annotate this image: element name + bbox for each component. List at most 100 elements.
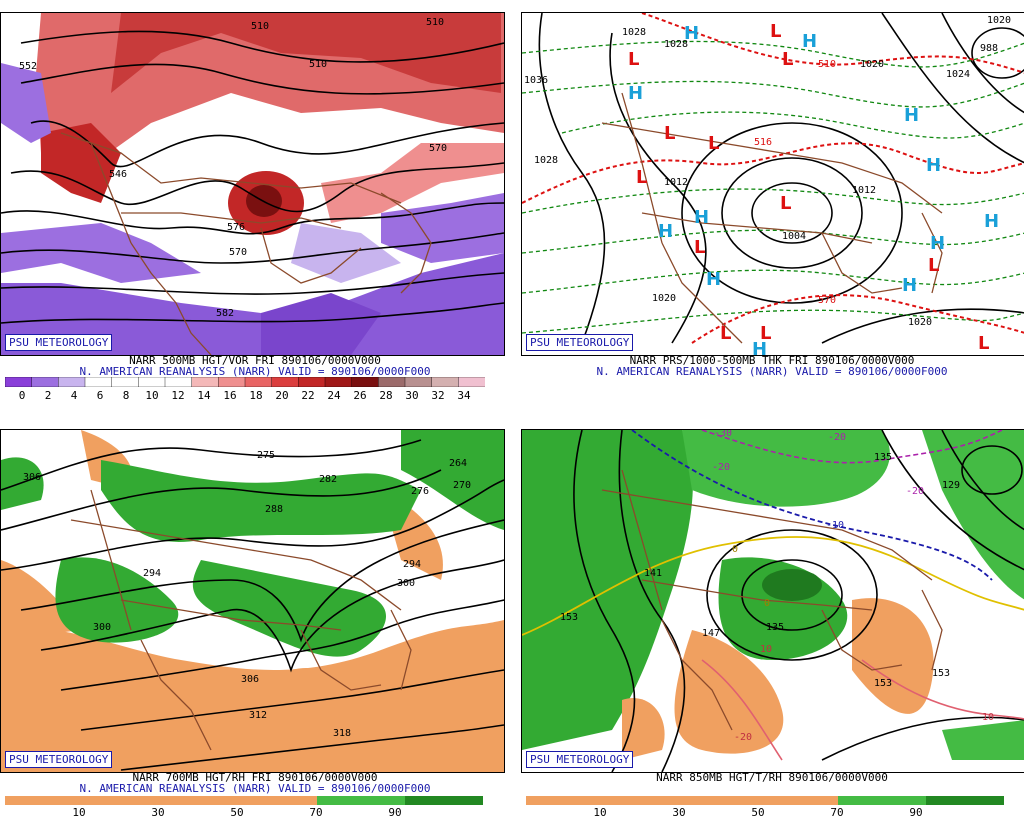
- panel-pressure-thickness: 1028 1028 1036 1028 1012 1012 1004 1020 …: [521, 12, 1024, 356]
- isotherm-label: -30: [714, 430, 732, 439]
- rh-moist-se: [942, 720, 1024, 760]
- psu-meteorology-badge: PSU METEOROLOGY: [526, 751, 634, 768]
- colorbar-segment: [164, 377, 193, 387]
- colorbar-segment: [351, 377, 380, 387]
- colorbar-tick: 32: [431, 389, 445, 402]
- panel-850mb-temp-rh: -30 -20 -20 -20 -10 0 0 10 -20 10 153 14…: [521, 429, 1024, 773]
- rh850-colorbar-ticks: 10 30 50 70 90: [526, 806, 1004, 819]
- colorbar-segment: [404, 377, 433, 387]
- colorbar-tick: 8: [122, 389, 130, 402]
- map-background: [522, 13, 1024, 355]
- rh-dry-center: [291, 668, 348, 720]
- vorticity-negative-mid: [291, 223, 401, 283]
- colorbar-tick: 26: [353, 389, 367, 402]
- rh-dry-south: [674, 630, 784, 754]
- thickness-label: 516: [754, 137, 772, 148]
- height-label: 141: [644, 568, 662, 579]
- rh-moist-north: [682, 430, 890, 507]
- isotherm-label: -20: [712, 462, 730, 473]
- isotherm-label: -20: [734, 732, 752, 743]
- isobar-label: 1028: [664, 39, 688, 50]
- colorbar-segment: [191, 377, 220, 387]
- isobar-label: 1036: [524, 75, 548, 86]
- thickness-label: 510: [818, 59, 836, 70]
- height-label: 582: [216, 308, 234, 319]
- panel-caption-line1: NARR 500MB HGT/VOR FRI 890106/0000V000: [129, 354, 381, 367]
- vorticity-negative-west: [1, 63, 51, 143]
- rh-dry-ne: [852, 598, 934, 714]
- colorbar-tick: 70: [830, 806, 844, 819]
- colorbar-tick: 0: [18, 389, 26, 402]
- high-pressure-icon: H: [706, 269, 721, 290]
- vorticity-negative-se: [261, 293, 381, 355]
- isotherm-label: -10: [826, 520, 844, 531]
- colorbar-tick: 50: [230, 806, 244, 819]
- country-borders: [70, 489, 412, 751]
- height-label: 153: [874, 678, 892, 689]
- rh-dry-sw: [622, 698, 665, 760]
- height-label: 153: [932, 668, 950, 679]
- colorbar-segment: [31, 377, 60, 387]
- low-pressure-icon: L: [770, 21, 781, 42]
- height-label: 300: [397, 578, 415, 589]
- colorbar-segment: [218, 377, 246, 387]
- rh-moist-far-west: [1, 457, 44, 510]
- isotherm-label: 10: [982, 712, 994, 723]
- high-pressure-icon: H: [984, 211, 999, 232]
- low-pressure-icon: L: [760, 323, 771, 344]
- height-labels: 153 141 135 129 147 153 153 135: [560, 452, 960, 689]
- rh-moist-north: [101, 460, 421, 542]
- isobar-label: 988: [980, 43, 998, 54]
- rh700-map: 306 275 282 264 270 276 288 294 300 306 …: [1, 430, 504, 772]
- colorbar-tick: 10: [145, 389, 159, 402]
- height-label: 570: [429, 143, 447, 154]
- panel-caption-line1: NARR 850MB HGT/T/RH 890106/0000V000: [656, 771, 888, 784]
- colorbar-segment: [405, 796, 483, 805]
- psu-meteorology-badge: PSU METEOROLOGY: [5, 751, 113, 768]
- height-label: 276: [411, 486, 429, 497]
- colorbar-tick: 90: [909, 806, 923, 819]
- low-pressure-markers: L L L L L L L L L L L L: [628, 21, 989, 354]
- height-label: 300: [93, 622, 111, 633]
- rh-saturated-core: [762, 569, 822, 601]
- low-pressure-icon: L: [664, 123, 675, 144]
- colorbar-segment: [5, 377, 33, 387]
- colorbar-tick: 30: [405, 389, 419, 402]
- colorbar-tick: 34: [457, 389, 471, 402]
- colorbar-tick: 30: [672, 806, 686, 819]
- height-labels: 306 275 282 264 270 276 288 294 300 306 …: [23, 450, 471, 739]
- height-label: 318: [333, 728, 351, 739]
- low-pressure-icon: L: [782, 49, 793, 70]
- colorbar-segment: [431, 377, 460, 387]
- isobars: [538, 13, 1024, 344]
- low-pressure-icon: L: [636, 167, 647, 188]
- colorbar-segment: [926, 796, 1004, 805]
- country-borders: [601, 92, 943, 344]
- isotherm-warm: [701, 659, 1024, 761]
- panel-caption-line2: N. AMERICAN REANALYSIS (NARR) VALID = 89…: [79, 782, 431, 795]
- temperature-labels: -30 -20 -20 -20 -10 0 0 10 -20 10: [712, 430, 994, 743]
- colorbar-tick: 16: [223, 389, 237, 402]
- height-label: 510: [309, 59, 327, 70]
- rh850-colorbar: [526, 796, 1004, 805]
- psu-meteorology-badge: PSU METEOROLOGY: [5, 334, 113, 351]
- high-pressure-icon: H: [904, 105, 919, 126]
- colorbar-segment: [838, 796, 926, 805]
- rh850-map: -30 -20 -20 -20 -10 0 0 10 -20 10 153 14…: [522, 430, 1024, 772]
- pressure-map: 1028 1028 1036 1028 1012 1012 1004 1020 …: [522, 13, 1024, 355]
- height-label: 270: [453, 480, 471, 491]
- colorbar-segment: [271, 377, 300, 387]
- height-label: 570: [229, 247, 247, 258]
- panel-700mb-rh: 306 275 282 264 270 276 288 294 300 306 …: [0, 429, 505, 773]
- height-label: 147: [702, 628, 720, 639]
- height-contours: [1, 439, 504, 771]
- thickness-label: 570: [818, 295, 836, 306]
- height-label: 294: [403, 559, 421, 570]
- isotherm-zero: [522, 536, 1024, 636]
- panel-caption-line1: NARR PRS/1000-500MB THK FRI 890106/0000V…: [629, 354, 915, 367]
- height-label: 288: [265, 504, 283, 515]
- height-label: 510: [251, 21, 269, 32]
- panel-caption-line2: N. AMERICAN REANALYSIS (NARR) VALID = 89…: [596, 365, 948, 378]
- colorbar-tick: 18: [249, 389, 263, 402]
- rh-moist-mid: [192, 560, 386, 657]
